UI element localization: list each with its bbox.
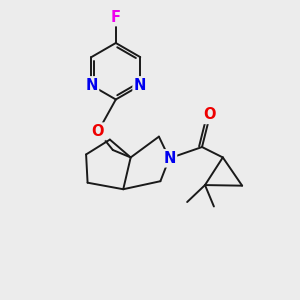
Text: F: F — [111, 10, 121, 25]
Text: N: N — [163, 151, 176, 166]
Text: N: N — [85, 78, 98, 93]
Text: N: N — [134, 78, 146, 93]
Text: O: O — [203, 107, 216, 122]
Text: O: O — [92, 124, 104, 139]
